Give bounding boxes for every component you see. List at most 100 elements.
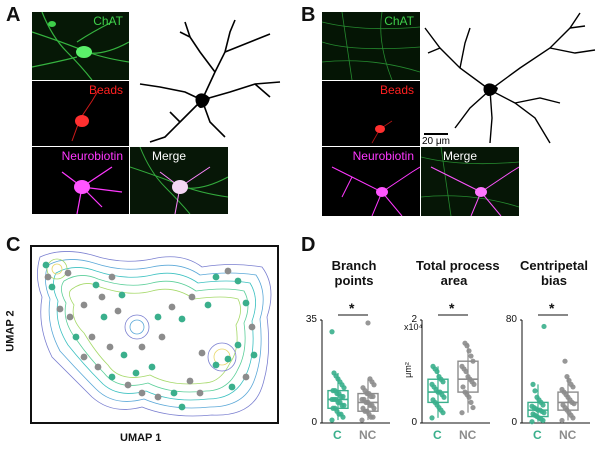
box-chart-point xyxy=(430,363,436,369)
umap-point-c xyxy=(132,369,140,377)
umap-point-nc xyxy=(80,353,88,361)
box-chart-point xyxy=(562,358,568,364)
box-chart-title: Total process area xyxy=(416,258,500,288)
a-neuron-tracing xyxy=(139,19,281,143)
umap-point-c xyxy=(234,341,242,349)
box-chart-point xyxy=(459,410,465,416)
umap-point-c xyxy=(100,313,108,321)
box-chart-point xyxy=(360,405,366,411)
box-chart-axes xyxy=(421,320,490,424)
umap-point-nc xyxy=(80,301,88,309)
box-chart-point xyxy=(559,386,565,393)
panel-label-d: D xyxy=(301,234,316,256)
box-chart-tick-label: 0 xyxy=(511,417,517,428)
b-chat-image: ChAT xyxy=(322,12,420,80)
umap-point-c xyxy=(228,383,236,391)
umap-point-c xyxy=(250,351,258,359)
box-chart-category-label: C xyxy=(533,428,542,442)
a-chat-texture xyxy=(32,12,129,80)
umap-point-c xyxy=(48,283,56,291)
box-chart-point xyxy=(529,419,535,425)
significance-bar-wrapper xyxy=(438,314,468,316)
umap-point-c xyxy=(212,361,220,369)
umap-point-c xyxy=(148,363,156,371)
umap-point-nc xyxy=(138,389,146,397)
umap-point-nc xyxy=(94,363,102,371)
a-merge-image: Merge xyxy=(130,147,228,214)
box-chart-point xyxy=(462,340,468,346)
umap-point-nc xyxy=(198,349,206,357)
umap-point-nc xyxy=(196,389,204,397)
box-chart-point xyxy=(460,384,466,390)
a-chat-label: ChAT xyxy=(93,14,123,28)
umap-y-axis-title: UMAP 2 xyxy=(4,310,17,352)
b-neurobiotin-texture xyxy=(322,147,420,216)
box-chart-point xyxy=(360,385,366,391)
box-chart-point xyxy=(560,402,566,408)
b-merge-label: Merge xyxy=(443,149,478,163)
significance-star: * xyxy=(449,300,455,316)
box-chart-point xyxy=(541,323,547,330)
umap-point-nc xyxy=(188,293,196,301)
box-chart-point xyxy=(564,374,570,380)
box-chart-point xyxy=(367,376,373,382)
significance-bar-wrapper xyxy=(338,314,368,316)
box-chart-title-line: points xyxy=(334,273,374,288)
umap-point-nc xyxy=(114,307,122,315)
b-beads-image: Beads xyxy=(322,81,420,146)
box-chart-tick-label: 35 xyxy=(305,314,317,325)
umap-point-nc xyxy=(186,377,194,385)
umap-point-nc xyxy=(98,293,106,301)
box-chart-point xyxy=(429,381,435,387)
umap-point-nc xyxy=(224,267,232,275)
a-beads-image: Beads xyxy=(32,81,129,146)
scale-bar-label: 20 μm xyxy=(422,136,450,147)
a-merge-label: Merge xyxy=(152,149,187,163)
box-chart-point xyxy=(568,381,574,387)
umap-point-c xyxy=(42,261,50,269)
box-chart-point xyxy=(331,370,337,376)
umap-point-nc xyxy=(124,381,132,389)
box-chart-title: Branch points xyxy=(316,258,392,288)
panel-label-b: B xyxy=(301,4,316,26)
umap-point-nc xyxy=(168,303,176,311)
umap-x-axis-title: UMAP 1 xyxy=(120,432,162,444)
umap-point-c xyxy=(204,301,212,309)
box-chart-scale-unit: x10⁴ xyxy=(404,322,423,332)
significance-star: * xyxy=(549,300,555,316)
box-chart-point xyxy=(466,348,472,354)
box-chart-point xyxy=(532,388,538,394)
b-neurobiotin-image: Neurobiotin xyxy=(322,147,420,216)
umap-point-nc xyxy=(106,343,114,351)
b-beads-label: Beads xyxy=(379,83,414,97)
box-chart-tick-label: 0 xyxy=(311,417,317,428)
b-chat-texture xyxy=(322,12,420,80)
umap-point-nc xyxy=(138,343,146,351)
box-chart-point xyxy=(534,394,540,400)
box-chart-y-unit: μm² xyxy=(402,362,413,378)
box-chart-point xyxy=(436,374,442,380)
box-chart-category-label: NC xyxy=(559,428,577,442)
box-chart-title-line: bias xyxy=(540,273,567,288)
b-neuron-tracing xyxy=(424,12,596,144)
box-chart-point xyxy=(530,411,536,417)
box-chart-point xyxy=(468,399,474,405)
umap-plot xyxy=(30,245,279,424)
b-beads-texture xyxy=(322,81,420,146)
a-beads-label: Beads xyxy=(88,83,123,97)
umap-point-c xyxy=(178,403,186,411)
umap-point-c xyxy=(120,351,128,359)
box-chart-tick-label: 2 xyxy=(411,314,417,325)
umap-point-nc xyxy=(248,323,256,331)
box-chart-point xyxy=(529,403,535,409)
box-chart-title-line: Total process xyxy=(416,258,500,273)
a-chat-image: ChAT xyxy=(32,12,129,80)
a-merge-texture xyxy=(130,147,228,214)
umap-point-nc xyxy=(88,333,96,341)
box-chart-point xyxy=(359,417,365,423)
b-merge-image: Merge xyxy=(421,147,519,216)
a-neurobiotin-label: Neurobiotin xyxy=(61,149,123,163)
box-chart-title-line: Centripetal xyxy=(520,258,588,273)
b-chat-label: ChAT xyxy=(384,14,414,28)
box-chart-point xyxy=(468,353,474,359)
